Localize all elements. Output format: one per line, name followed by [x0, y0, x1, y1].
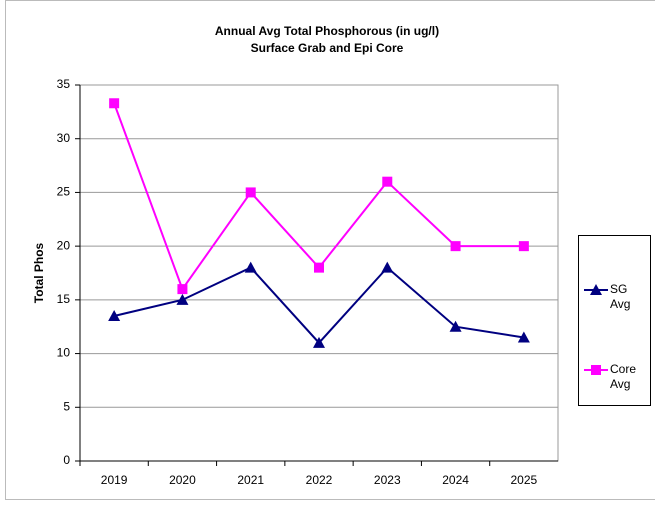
legend-label: Core Avg — [610, 362, 637, 391]
x-tick-label: 2023 — [374, 473, 401, 487]
x-tick-label: 2020 — [169, 473, 196, 487]
y-tick-label: 35 — [57, 77, 71, 91]
x-tick-label: 2019 — [101, 473, 128, 487]
marker — [450, 241, 461, 252]
y-tick-label: 10 — [57, 346, 71, 360]
chart-frame — [5, 0, 655, 500]
marker — [381, 261, 394, 273]
marker — [591, 365, 601, 375]
marker — [382, 176, 393, 187]
x-tick-label: 2021 — [237, 473, 264, 487]
marker — [313, 336, 325, 348]
chart-subtitle: Surface Grab and Epi Core — [251, 41, 404, 55]
y-tick-label: 25 — [57, 185, 71, 199]
marker — [109, 98, 120, 109]
marker — [177, 284, 188, 295]
marker — [244, 261, 257, 273]
x-tick-label: 2025 — [511, 473, 538, 487]
legend-box — [578, 235, 651, 406]
plot-area — [79, 84, 559, 462]
marker — [517, 331, 530, 343]
x-tick-label: 2022 — [306, 473, 333, 487]
marker — [518, 241, 529, 252]
marker — [176, 293, 189, 305]
x-tick-label: 2024 — [442, 473, 469, 487]
y-tick-label: 5 — [63, 399, 70, 413]
marker — [449, 320, 462, 332]
marker — [108, 309, 121, 321]
chart-title: Annual Avg Total Phosphorous (in ug/l) — [215, 24, 439, 38]
marker — [590, 284, 602, 295]
legend-label: SG Avg — [610, 282, 631, 311]
y-tick-label: 20 — [57, 238, 71, 252]
y-tick-label: 15 — [57, 292, 71, 306]
marker — [314, 262, 324, 273]
marker — [245, 187, 256, 198]
y-tick-label: 30 — [57, 131, 71, 145]
y-tick-label: 0 — [63, 453, 70, 467]
y-axis-title: Total Phos — [32, 242, 46, 303]
